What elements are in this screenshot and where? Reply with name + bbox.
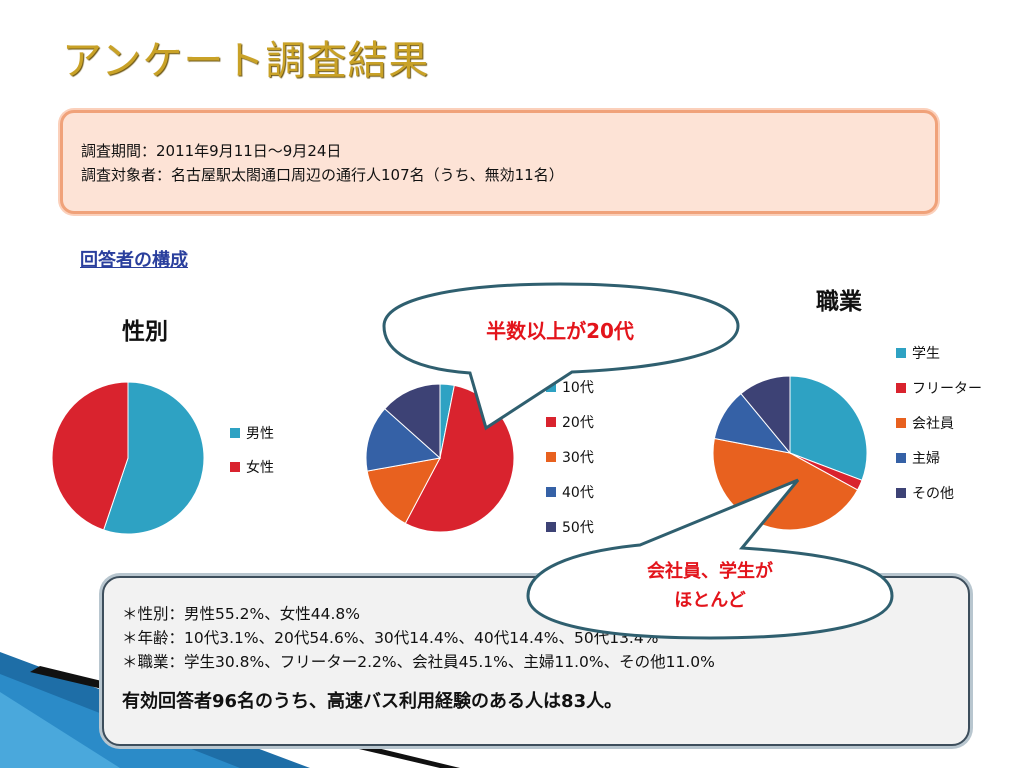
gender-pie-chart — [51, 381, 205, 535]
gender-legend-label-female: 女性 — [246, 459, 274, 476]
occupation-legend-label-employee: 会社員 — [912, 416, 954, 432]
gender-chart-title: 性別 — [122, 319, 168, 345]
gender-slice-male — [102, 381, 205, 535]
survey-info-box: 調査期間：2011年9月11日～9月24日 調査対象者：名古屋駅太閤通口周辺の通… — [60, 110, 938, 214]
occupation-slice-student — [789, 375, 868, 481]
occupation-legend-label-homemaker: 主婦 — [912, 450, 940, 467]
summary-occupation: ＊職業：学生30.8%、フリーター2.2%、会社員45.1%、主婦11.0%、そ… — [122, 653, 715, 671]
respondent-composition-label: 回答者の構成 — [80, 250, 188, 271]
occupation-legend-swatch-freeter — [896, 383, 906, 393]
age-callout-bubble — [382, 282, 740, 431]
age-slice-40s — [365, 408, 442, 472]
summary-box: ＊性別：男性55.2%、女性44.8% ＊年齢：10代3.1%、20代54.6%… — [102, 576, 970, 746]
occupation-legend-swatch-employee — [896, 418, 906, 428]
gender-slice-female — [51, 381, 129, 531]
age-legend-swatch-40s — [546, 487, 556, 497]
occupation-legend-swatch-homemaker — [896, 453, 906, 463]
age-legend-label-50s: 50代 — [562, 520, 594, 536]
age-legend-swatch-30s — [546, 452, 556, 462]
age-legend: 10代 20代 30代 40代 50代 — [546, 380, 594, 536]
summary-gender: ＊性別：男性55.2%、女性44.8% — [122, 605, 360, 623]
gender-legend-swatch-male — [230, 428, 240, 438]
age-slice-50s — [384, 383, 441, 460]
occupation-pie-chart — [712, 375, 868, 531]
age-legend-label-10s: 10代 — [562, 380, 594, 396]
gender-legend-label-male: 男性 — [246, 426, 274, 442]
survey-period: 調査期間：2011年9月11日～9月24日 — [81, 142, 342, 160]
summary-conclusion: 有効回答者96名のうち、高速バス利用経験のある人は83人。 — [122, 691, 623, 712]
occupation-slice-other — [740, 375, 791, 455]
age-legend-label-20s: 20代 — [562, 415, 594, 431]
occupation-legend-label-student: 学生 — [912, 346, 940, 362]
age-callout: 半数以上が20代 — [382, 282, 740, 431]
age-legend-swatch-20s — [546, 417, 556, 427]
summary-age: ＊年齢：10代3.1%、20代54.6%、30代14.4%、40代14.4%、5… — [122, 629, 659, 647]
age-legend-swatch-50s — [546, 522, 556, 532]
occupation-legend-swatch-student — [896, 348, 906, 358]
age-legend-label-40s: 40代 — [562, 485, 594, 501]
occupation-legend-label-freeter: フリーター — [912, 381, 982, 397]
age-legend-label-30s: 30代 — [562, 450, 594, 466]
occupation-legend-swatch-other — [896, 488, 906, 498]
occupation-chart-title: 職業 — [816, 289, 862, 315]
age-callout-text: 半数以上が20代 — [486, 319, 634, 343]
occupation-legend-label-other: その他 — [912, 486, 954, 502]
age-slice-30s — [366, 457, 441, 525]
page-title: アンケート調査結果 — [62, 38, 430, 84]
gender-legend-swatch-female — [230, 462, 240, 472]
survey-target: 調査対象者：名古屋駅太閤通口周辺の通行人107名（うち、無効11名） — [81, 166, 564, 184]
